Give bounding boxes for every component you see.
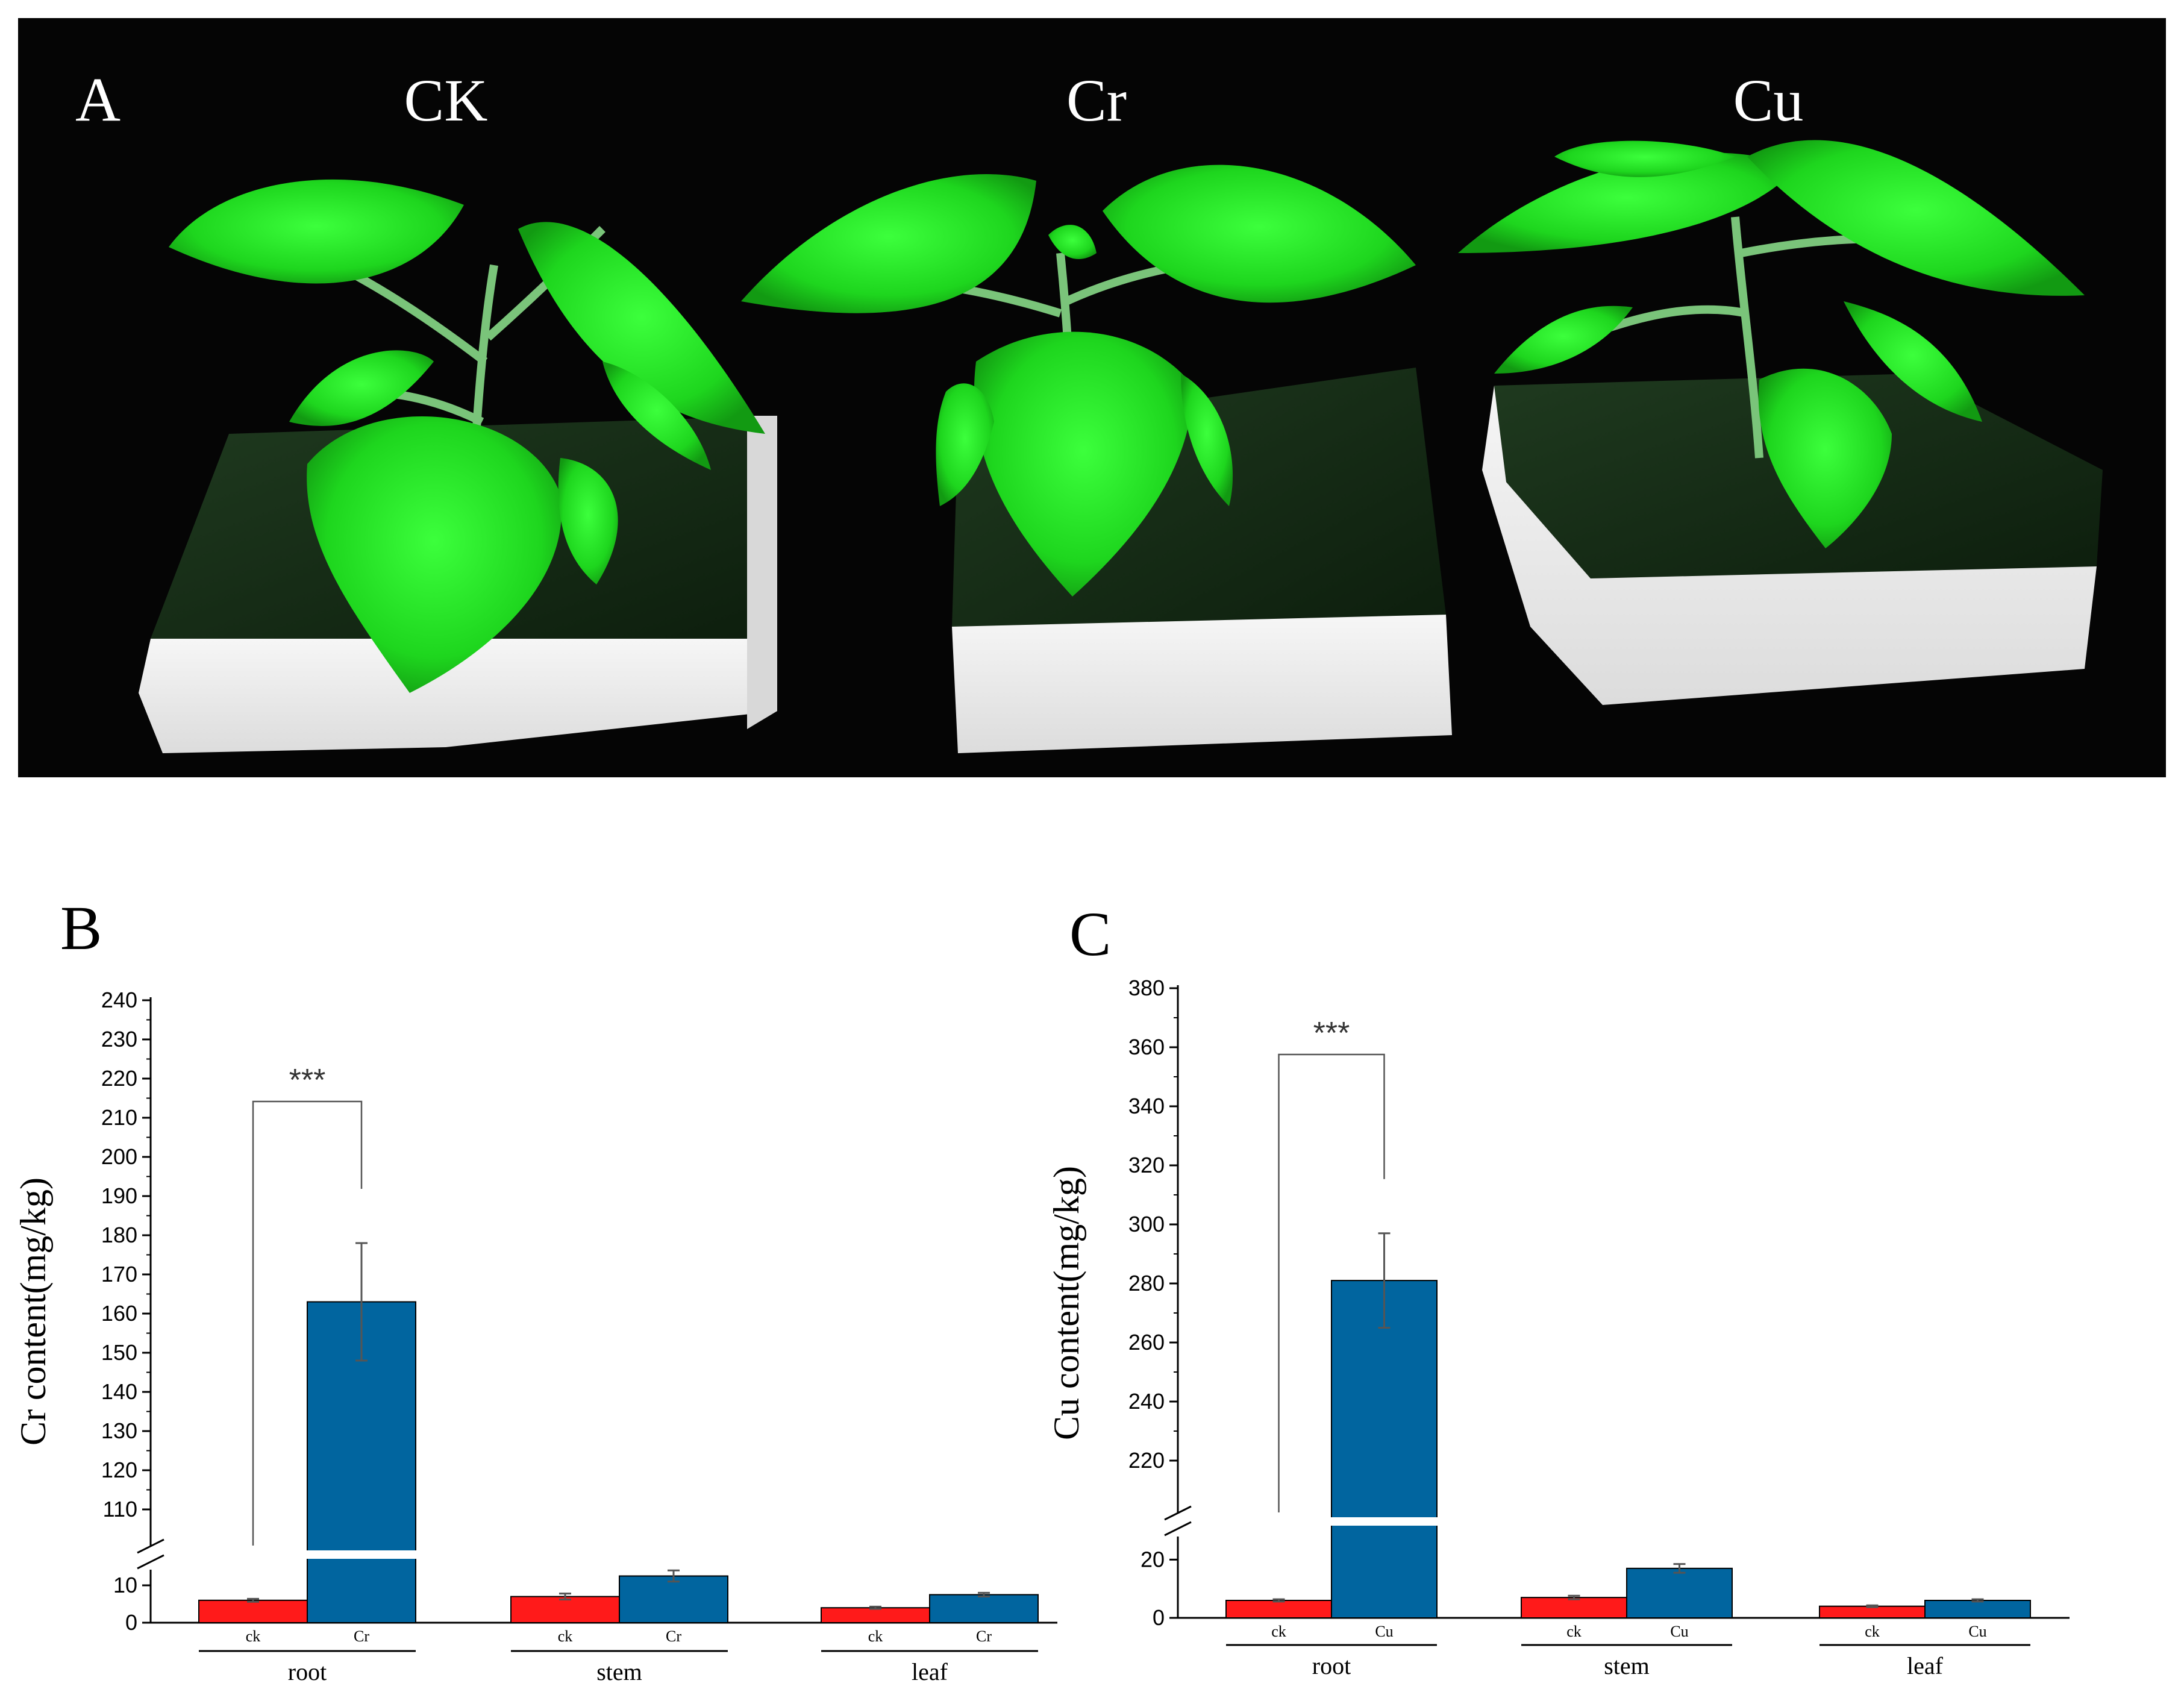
- bar-ck-root: [198, 1599, 308, 1624]
- y-tick-label: 170: [101, 1262, 137, 1286]
- y-tick-label: 160: [101, 1301, 137, 1326]
- y-tick-label: 200: [101, 1144, 137, 1169]
- significance-bracket: [252, 1100, 363, 1546]
- plant-cu-leaves: [1458, 140, 2085, 548]
- photo-label-cu: Cu: [1733, 67, 1804, 134]
- panel-a-letter: A: [75, 65, 120, 134]
- y-tick-label: 260: [1128, 1330, 1165, 1355]
- bar-label-ck: ck: [1865, 1623, 1880, 1640]
- y-tick-label: 300: [1128, 1212, 1165, 1236]
- photo-label-ck: CK: [404, 67, 488, 134]
- axis-break-mark: [137, 1538, 164, 1554]
- y-tick-label: 10: [113, 1573, 137, 1597]
- bar-ck-leaf: [821, 1607, 930, 1623]
- bar-label-Cr: Cr: [666, 1628, 681, 1645]
- bar-ck-stem: [1521, 1597, 1627, 1619]
- axis-break-mark: [1164, 1505, 1192, 1521]
- group-label-leaf: leaf: [1907, 1652, 1944, 1679]
- group-label-root: root: [1312, 1652, 1351, 1679]
- group-label-leaf: leaf: [912, 1658, 948, 1685]
- bar-break-gap: [306, 1550, 417, 1559]
- chart-c: 0 20 220 240 260 280 300 320 340 360 380 Cu content…: [1047, 976, 2070, 1679]
- y-tick-label: 230: [101, 1027, 137, 1051]
- y-tick-label: 360: [1128, 1035, 1165, 1059]
- bar-break-gap: [1330, 1517, 1438, 1526]
- y-tick-label: 220: [101, 1066, 137, 1091]
- panel-a-photo: A CK Cr Cu: [18, 18, 2166, 777]
- bar-ck-stem: [510, 1596, 620, 1624]
- y-tick-label: 130: [101, 1418, 137, 1443]
- significance-label: ***: [1313, 1016, 1350, 1051]
- bar-label-ck: ck: [246, 1628, 261, 1645]
- group-label-stem: stem: [1604, 1652, 1650, 1679]
- bar-Cu-stem: [1626, 1567, 1733, 1618]
- y-tick-label: 320: [1128, 1153, 1165, 1177]
- group-label-root: root: [288, 1658, 327, 1685]
- y-tick-label: 340: [1128, 1094, 1165, 1118]
- bar-label-ck: ck: [558, 1628, 573, 1645]
- y-tick-label: 0: [1153, 1605, 1165, 1630]
- y-tick-label: 380: [1128, 976, 1165, 1000]
- bar-label-Cu: Cu: [1375, 1623, 1393, 1640]
- bar-Cu-leaf: [1924, 1600, 2031, 1618]
- y-axis-label: Cr content(mg/kg): [13, 1177, 53, 1446]
- y-tick-label: 280: [1128, 1271, 1165, 1296]
- y-tick-label: 180: [101, 1223, 137, 1247]
- bar-label-ck: ck: [1271, 1623, 1286, 1640]
- bar-label-Cr: Cr: [354, 1628, 369, 1645]
- y-tick-label: 150: [101, 1340, 137, 1365]
- y-tick-label: 20: [1140, 1547, 1165, 1571]
- y-tick-label: 0: [125, 1610, 137, 1635]
- y-tick-label: 120: [101, 1458, 137, 1482]
- panel-c-letter: C: [1069, 900, 1111, 969]
- axis-break-mark: [1164, 1521, 1192, 1537]
- plant-ck-leaves: [169, 179, 765, 693]
- bar-Cu-root: [1331, 1280, 1438, 1619]
- bar-ck-root: [1225, 1600, 1332, 1618]
- y-tick-label: 110: [103, 1497, 137, 1521]
- significance-label: ***: [289, 1063, 326, 1098]
- bar-label-ck: ck: [868, 1628, 883, 1645]
- y-tick-label: 210: [101, 1105, 137, 1130]
- y-axis-label: Cu content(mg/kg): [1047, 1166, 1086, 1440]
- y-tick-label: 240: [101, 988, 137, 1012]
- bar-label-Cu: Cu: [1968, 1623, 1986, 1640]
- panel-b-letter: B: [60, 894, 102, 963]
- axis-break-mark: [137, 1554, 164, 1570]
- group-label-stem: stem: [596, 1658, 642, 1685]
- significance-bracket: [1278, 1053, 1385, 1512]
- photo-label-cr: Cr: [1066, 67, 1127, 134]
- bar-label-Cr: Cr: [976, 1628, 992, 1645]
- bar-label-Cu: Cu: [1670, 1623, 1688, 1640]
- bar-Cr-stem: [619, 1575, 728, 1623]
- plant-cr-leaves: [741, 164, 1416, 597]
- y-tick-label: 240: [1128, 1389, 1165, 1414]
- bar-label-ck: ck: [1566, 1623, 1582, 1640]
- y-tick-label: 220: [1128, 1448, 1165, 1473]
- chart-b: 0 10 110 120 130 140 150 160 170 180 190 200 210 220 2…: [13, 988, 1057, 1685]
- y-tick-label: 140: [101, 1379, 137, 1404]
- y-tick-label: 190: [101, 1183, 137, 1208]
- bar-Cr-leaf: [929, 1594, 1039, 1623]
